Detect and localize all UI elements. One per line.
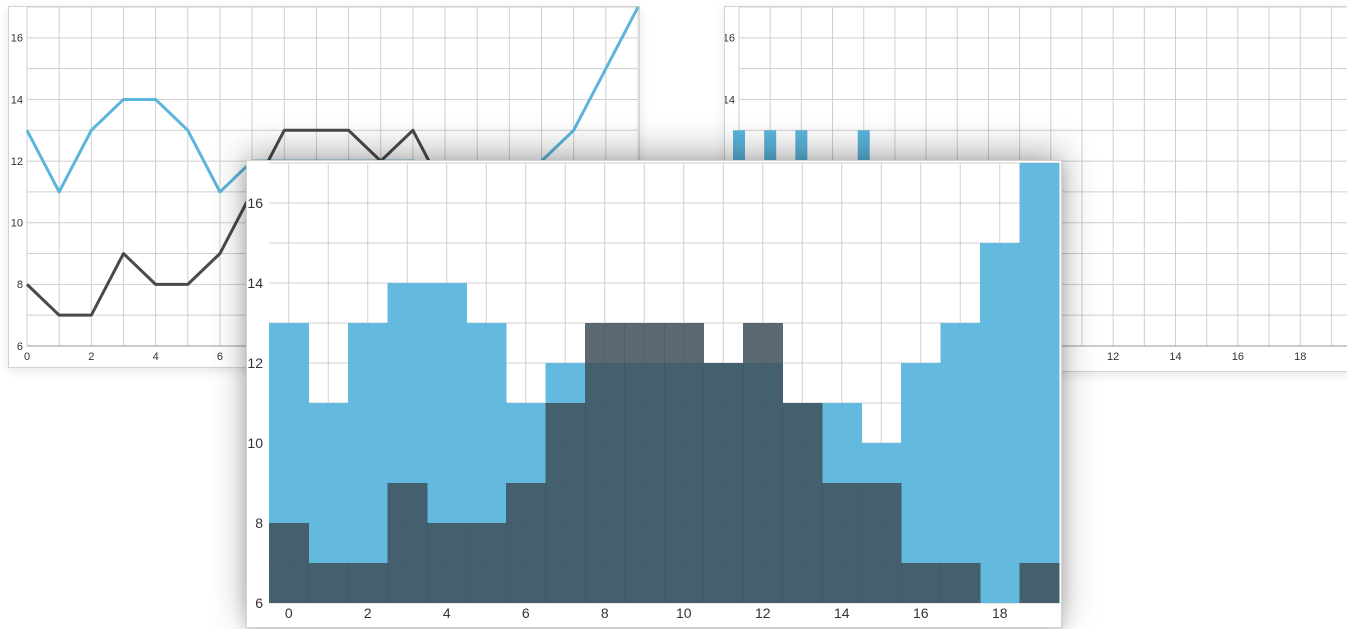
step-bar: [506, 483, 546, 603]
y-tick-label: 10: [247, 435, 263, 451]
step-bar: [664, 323, 704, 603]
x-tick-label: 18: [992, 605, 1008, 621]
y-tick-label: 6: [255, 595, 263, 611]
x-tick-label: 6: [522, 605, 530, 621]
step-bar: [585, 323, 625, 603]
x-tick-label: 4: [443, 605, 451, 621]
step-bar: [1019, 163, 1060, 603]
x-tick-label: 14: [834, 605, 850, 621]
step-bar: [387, 483, 428, 603]
step-bar: [901, 563, 941, 603]
step-bar: [269, 523, 309, 603]
x-tick-label: 0: [285, 605, 293, 621]
step-bar: [427, 523, 467, 603]
y-tick-label: 14: [247, 275, 263, 291]
candle-bar: [764, 130, 777, 162]
candle-bar: [857, 130, 870, 162]
x-tick-label: 12: [1107, 351, 1119, 363]
step-bar: [703, 363, 744, 603]
ticks: 6 8 10 12 14 16 0 2 4 6 8 10 12 14 16 18: [247, 195, 1007, 621]
step-bar: [308, 563, 349, 603]
y-tick-label: 8: [255, 515, 263, 531]
ticks: 6 8 10 12 14 16 0 2 4 6: [11, 33, 223, 363]
x-tick-label: 2: [88, 351, 94, 363]
step-area-chart-panel: 6 8 10 12 14 16 0 2 4 6 8 10 12 14 16 18: [246, 160, 1062, 628]
x-tick-label: 16: [913, 605, 929, 621]
step-bar: [743, 323, 783, 603]
y-tick-label: 14: [11, 94, 23, 106]
x-tick-label: 0: [24, 351, 30, 363]
x-tick-label: 6: [217, 351, 223, 363]
candle-bar: [795, 130, 808, 162]
y-tick-label: 16: [725, 33, 735, 45]
step-bar: [545, 403, 586, 603]
y-tick-label: 12: [11, 156, 23, 168]
step-area-chart: 6 8 10 12 14 16 0 2 4 6 8 10 12 14 16 18: [247, 162, 1060, 621]
series-2: [269, 323, 1060, 603]
x-tick-label: 2: [364, 605, 372, 621]
step-bar: [348, 563, 388, 603]
step-bar: [1019, 563, 1060, 603]
x-tick-label: 18: [1294, 351, 1306, 363]
step-bar: [980, 243, 1020, 603]
x-tick-label: 8: [601, 605, 609, 621]
y-tick-label: 16: [11, 33, 23, 45]
step-bar: [940, 563, 981, 603]
y-tick-label: 10: [11, 218, 23, 230]
step-bar: [624, 323, 665, 603]
step-bar: [466, 523, 507, 603]
y-tick-label: 14: [725, 94, 735, 106]
step-bar: [348, 323, 388, 603]
y-tick-label: 8: [17, 279, 23, 291]
x-tick-label: 16: [1232, 351, 1244, 363]
x-tick-label: 12: [755, 605, 771, 621]
step-bar: [822, 483, 862, 603]
x-tick-label: 14: [1169, 351, 1181, 363]
x-tick-label: 10: [676, 605, 692, 621]
y-tick-label: 12: [247, 355, 263, 371]
y-tick-label: 6: [17, 341, 23, 353]
step-bar: [782, 403, 823, 603]
step-bar: [940, 323, 981, 603]
candle-bar: [733, 130, 745, 162]
step-bar: [861, 483, 902, 603]
y-tick-label: 16: [247, 195, 263, 211]
x-tick-label: 4: [153, 351, 159, 363]
